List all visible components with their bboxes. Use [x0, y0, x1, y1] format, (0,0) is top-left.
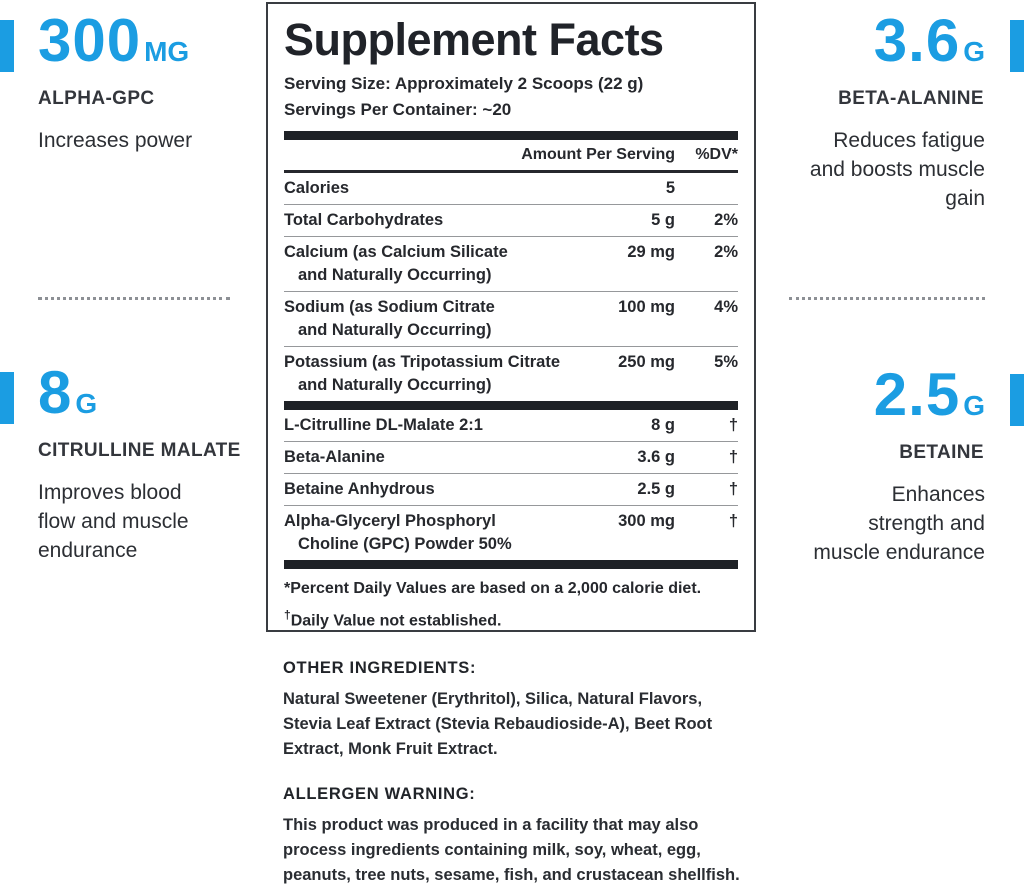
dotted-divider-left	[38, 297, 230, 300]
betaine-amount-unit: G	[963, 390, 985, 421]
row-name: Calories	[284, 179, 350, 197]
dotted-divider-right	[789, 297, 985, 300]
footnote-percent-dv: *Percent Daily Values are based on a 2,0…	[284, 580, 702, 597]
other-ingredients-text: Natural Sweetener (Erythritol), Silica, …	[283, 687, 793, 762]
betaine-amount-value: 2.5	[873, 361, 961, 428]
row-dv: 2%	[714, 243, 738, 261]
row-amount: 5	[665, 179, 675, 197]
other-ingredients-line: Natural Sweetener (Erythritol), Silica, …	[283, 690, 703, 708]
accent-bar-top-right	[1010, 20, 1024, 72]
row-amount: 8 g	[651, 416, 675, 434]
alpha-gpc-amount-value: 300	[38, 7, 142, 74]
citrulline-description: Improves blood flow and muscle endurance	[38, 481, 189, 562]
other-ingredients-line: Extract, Monk Fruit Extract.	[283, 740, 498, 758]
row-name-line2: and Naturally Occurring)	[298, 266, 492, 284]
row-dv: †	[728, 416, 738, 434]
accent-bar-top-left	[0, 20, 14, 72]
table-row-calories: Calories 5	[284, 173, 738, 204]
betaine-amount: 2.5 G	[760, 364, 985, 437]
citrulline-amount-unit: G	[75, 388, 98, 419]
row-amount: 29 mg	[627, 243, 675, 261]
row-amount: 3.6 g	[637, 448, 675, 466]
alpha-gpc-name: ALPHA-GPC	[38, 88, 155, 109]
column-header-amount: Amount Per Serving	[521, 146, 675, 163]
accent-bar-mid-left	[0, 372, 14, 424]
thick-divider	[284, 401, 738, 410]
alpha-gpc-description: Increases power	[38, 129, 193, 152]
row-amount: 250 mg	[618, 353, 675, 371]
betaine-name: BETAINE	[899, 442, 984, 463]
citrulline-name: CITRULLINE MALATE	[38, 440, 241, 461]
row-name: L-Citrulline DL-Malate 2:1	[284, 416, 483, 434]
beta-alanine-amount-value: 3.6	[873, 7, 961, 74]
betaine-description: Enhances strength and muscle endurance	[813, 483, 985, 564]
row-name: Sodium (as Sodium Citrate	[284, 298, 495, 316]
citrulline-amount-value: 8	[38, 359, 73, 426]
table-row-sodium: Sodium (as Sodium Citrate and Naturally …	[284, 291, 738, 346]
servings-per-container: Servings Per Container: ~20	[284, 100, 512, 119]
allergen-warning-line: process ingredients containing milk, soy…	[283, 841, 701, 859]
table-row-alpha-gpc-powder: Alpha-Glyceryl Phosphoryl Choline (GPC) …	[284, 505, 738, 560]
callout-alpha-gpc: 300 MG ALPHA-GPC Increases power	[38, 10, 253, 155]
row-name: Total Carbohydrates	[284, 211, 444, 229]
row-dv: †	[728, 512, 738, 530]
serving-size: Serving Size: Approximately 2 Scoops (22…	[284, 74, 644, 93]
callout-betaine: 2.5 G BETAINE Enhances strength and muscl…	[760, 364, 985, 567]
row-name: Betaine Anhydrous	[284, 480, 435, 498]
row-dv: 2%	[714, 211, 738, 229]
table-row-l-citrulline: L-Citrulline DL-Malate 2:1 8 g †	[284, 410, 738, 441]
row-name: Beta-Alanine	[284, 448, 385, 466]
row-name: Alpha-Glyceryl Phosphoryl	[284, 512, 496, 530]
row-name-line2: and Naturally Occurring)	[298, 321, 492, 339]
table-row-potassium: Potassium (as Tripotassium Citrate and N…	[284, 346, 738, 401]
row-amount: 300 mg	[618, 512, 675, 530]
row-amount: 5 g	[651, 211, 675, 229]
allergen-warning-section: ALLERGEN WARNING: This product was produ…	[283, 783, 793, 885]
allergen-warning-line: This product was produced in a facility …	[283, 816, 699, 834]
row-name: Potassium (as Tripotassium Citrate	[284, 353, 560, 371]
other-ingredients-line: Stevia Leaf Extract (Stevia Rebaudioside…	[283, 715, 713, 733]
thick-divider	[284, 560, 738, 569]
other-ingredients-heading: OTHER INGREDIENTS:	[283, 659, 477, 677]
beta-alanine-description: Reduces fatigue and boosts muscle gain	[809, 129, 985, 210]
alpha-gpc-amount: 300 MG	[38, 10, 253, 83]
allergen-warning-heading: ALLERGEN WARNING:	[283, 785, 476, 803]
table-row-beta-alanine: Beta-Alanine 3.6 g †	[284, 441, 738, 473]
row-dv: †	[728, 448, 738, 466]
column-header-dv: %DV*	[695, 146, 738, 163]
allergen-warning-text: This product was produced in a facility …	[283, 813, 793, 885]
row-name-line2: Choline (GPC) Powder 50%	[298, 535, 512, 553]
dagger-symbol: †	[284, 608, 291, 622]
callout-beta-alanine: 3.6 G BETA-ALANINE Reduces fatigue and bo…	[760, 10, 985, 213]
table-row-total-carbohydrates: Total Carbohydrates 5 g 2%	[284, 204, 738, 236]
row-amount: 100 mg	[618, 298, 675, 316]
row-amount: 2.5 g	[637, 480, 675, 498]
table-row-betaine-anhydrous: Betaine Anhydrous 2.5 g †	[284, 473, 738, 505]
row-dv: †	[728, 480, 738, 498]
alpha-gpc-amount-unit: MG	[144, 36, 190, 67]
row-name: Calcium (as Calcium Silicate	[284, 243, 508, 261]
row-name-line2: and Naturally Occurring)	[298, 376, 492, 394]
supplement-facts-panel: Supplement Facts Serving Size: Approxima…	[266, 2, 756, 632]
table-header-row: Amount Per Serving %DV*	[284, 140, 738, 173]
panel-title: Supplement Facts	[284, 14, 664, 65]
other-ingredients-section: OTHER INGREDIENTS: Natural Sweetener (Er…	[283, 657, 793, 762]
footnotes: *Percent Daily Values are based on a 2,0…	[284, 576, 738, 630]
allergen-warning-line: peanuts, tree nuts, sesame, fish, and cr…	[283, 866, 740, 884]
footnote-daily-value: †Daily Value not established.	[284, 608, 502, 630]
serving-info: Serving Size: Approximately 2 Scoops (22…	[284, 71, 738, 123]
beta-alanine-amount: 3.6 G	[760, 10, 985, 83]
beta-alanine-amount-unit: G	[963, 36, 985, 67]
row-dv: 5%	[714, 353, 738, 371]
table-row-calcium: Calcium (as Calcium Silicate and Natural…	[284, 236, 738, 291]
thick-divider	[284, 131, 738, 140]
accent-bar-mid-right	[1010, 374, 1024, 426]
row-dv: 4%	[714, 298, 738, 316]
beta-alanine-name: BETA-ALANINE	[838, 88, 984, 109]
